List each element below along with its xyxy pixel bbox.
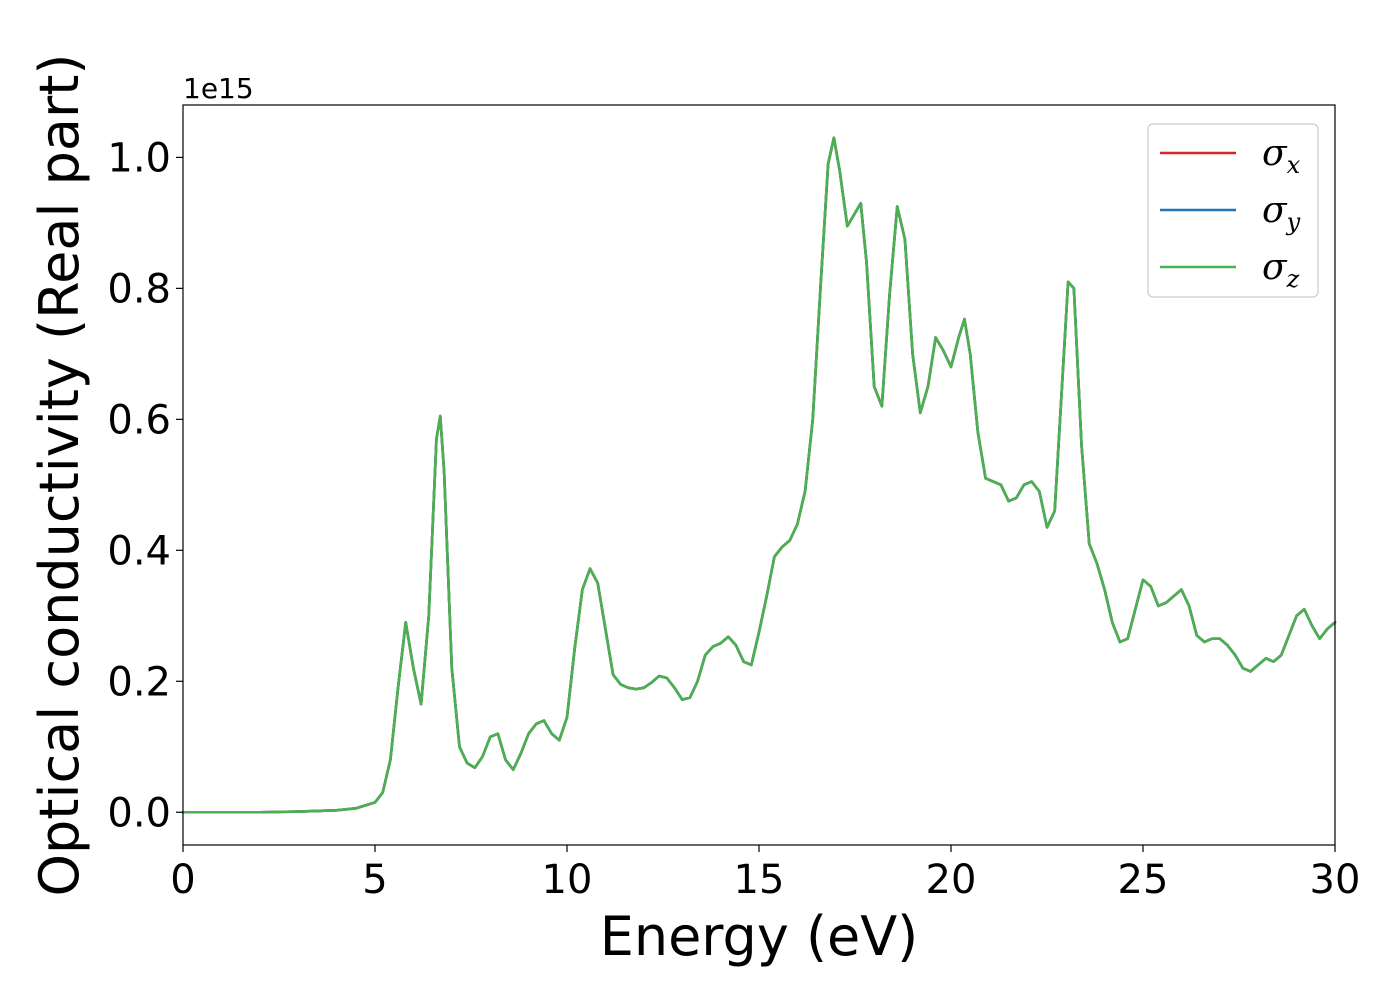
x-tick-label: 25	[1118, 857, 1169, 903]
y-tick-label: 0.2	[107, 659, 171, 705]
y-tick-label: 0.4	[107, 528, 171, 574]
legend-symbol: σ	[1262, 133, 1288, 174]
x-axis: 0 5 10 15 20 25 30	[170, 845, 1360, 903]
x-tick-label: 20	[926, 857, 977, 903]
y-tick-label: 0.8	[107, 266, 171, 312]
y-offset-label: 1e15	[183, 72, 254, 105]
x-tick-label: 0	[170, 857, 195, 903]
series-layer	[181, 136, 1337, 814]
y-tick-label: 0.0	[107, 790, 171, 836]
x-tick-label: 30	[1310, 857, 1361, 903]
legend-label-3: σz	[1262, 247, 1300, 293]
x-tick-label: 10	[542, 857, 593, 903]
y-tick-label: 0.6	[107, 397, 171, 443]
x-tick-label: 5	[362, 857, 387, 903]
legend-symbol: σ	[1262, 190, 1288, 231]
legend-subscript: z	[1286, 265, 1300, 293]
legend-symbol: σ	[1262, 247, 1288, 288]
y-tick-label: 1.0	[107, 135, 171, 181]
series-line-3	[181, 136, 1337, 814]
x-axis-label: Energy (eV)	[600, 905, 919, 968]
legend-subscript: y	[1286, 208, 1301, 236]
legend-label-1: σx	[1262, 133, 1301, 179]
y-axis-label: Optical conductivity (Real part)	[28, 54, 91, 897]
legend-subscript: x	[1287, 151, 1301, 179]
y-axis: 0.0 0.2 0.4 0.6 0.8 1.0	[107, 135, 183, 836]
x-tick-label: 15	[734, 857, 785, 903]
legend-label-2: σy	[1262, 190, 1301, 236]
